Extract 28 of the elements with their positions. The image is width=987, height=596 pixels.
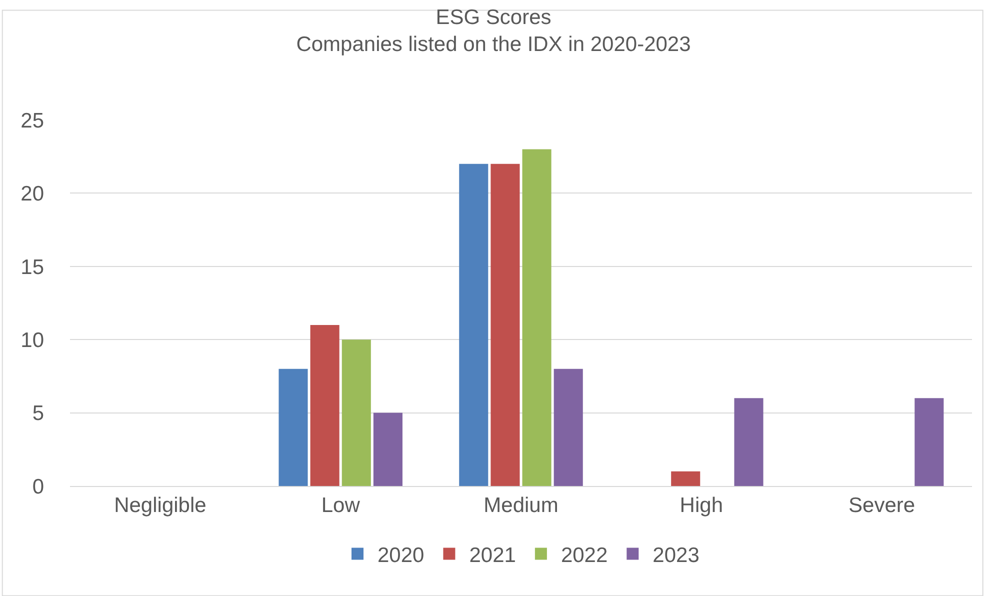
legend-label: 2020 (378, 544, 424, 567)
bar (914, 398, 944, 486)
legend-label: 2021 (469, 544, 516, 567)
x-tick-label: Medium (484, 494, 558, 518)
y-tick-label: 15 (20, 256, 44, 279)
legend-label: 2022 (560, 544, 608, 567)
bar (278, 368, 308, 486)
y-tick-label: 0 (32, 475, 44, 498)
bar (373, 412, 402, 486)
bar (522, 149, 552, 486)
bar (310, 324, 340, 486)
bar (671, 471, 700, 486)
legend-label: 2023 (652, 544, 700, 567)
y-tick-label: 20 (20, 182, 44, 206)
x-tick-label: Severe (848, 494, 916, 518)
bar (734, 398, 764, 486)
y-tick-label: 25 (20, 109, 44, 132)
bar (459, 164, 488, 486)
x-tick-label: Negligible (114, 494, 206, 518)
bar (554, 368, 583, 486)
bar (342, 340, 371, 486)
chart-title: ESG Scores (436, 6, 552, 29)
x-tick-label: Low (321, 494, 361, 518)
x-tick-label: High (680, 494, 723, 518)
y-tick-label: 10 (20, 328, 44, 352)
bar (490, 164, 520, 486)
chart-subtitle: Companies listed on the IDX in 2020-2023 (296, 33, 691, 56)
y-tick-label: 5 (32, 402, 44, 426)
